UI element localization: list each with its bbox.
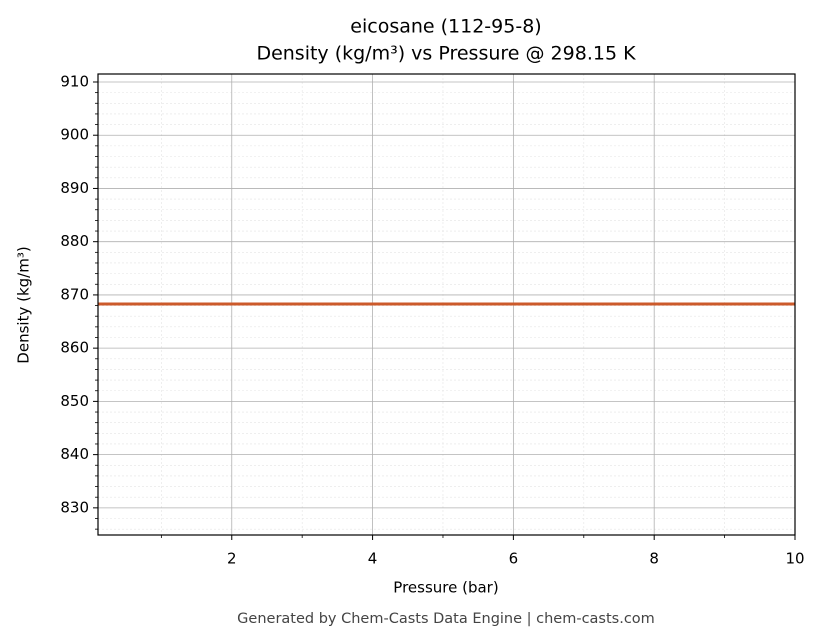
footer: Generated by Chem-Casts Data Engine | ch… <box>237 611 655 627</box>
y-tick-label: 860 <box>60 339 89 357</box>
y-tick-label: 870 <box>60 285 89 303</box>
y-tick-label: 910 <box>60 72 89 90</box>
x-tick-label: 8 <box>649 550 659 568</box>
y-tick-label: 880 <box>60 232 89 250</box>
y-axis-label: Density (kg/m³) <box>15 246 33 363</box>
x-tick-label: 4 <box>368 550 378 568</box>
plot-frame <box>97 73 796 536</box>
y-tick-label: 850 <box>60 392 89 410</box>
x-tick-label: 10 <box>785 550 804 568</box>
chart-subtitle: Density (kg/m³) vs Pressure @ 298.15 K <box>256 43 636 65</box>
y-tick-label: 890 <box>60 179 89 197</box>
y-tick-label: 830 <box>60 498 89 516</box>
x-tick-label: 2 <box>227 550 237 568</box>
y-tick-label: 840 <box>60 445 89 463</box>
x-tick-label: 6 <box>509 550 519 568</box>
x-axis-label: Pressure (bar) <box>393 579 498 597</box>
chart-title: eicosane (112-95-8) <box>350 16 541 38</box>
y-tick-label: 900 <box>60 126 89 144</box>
